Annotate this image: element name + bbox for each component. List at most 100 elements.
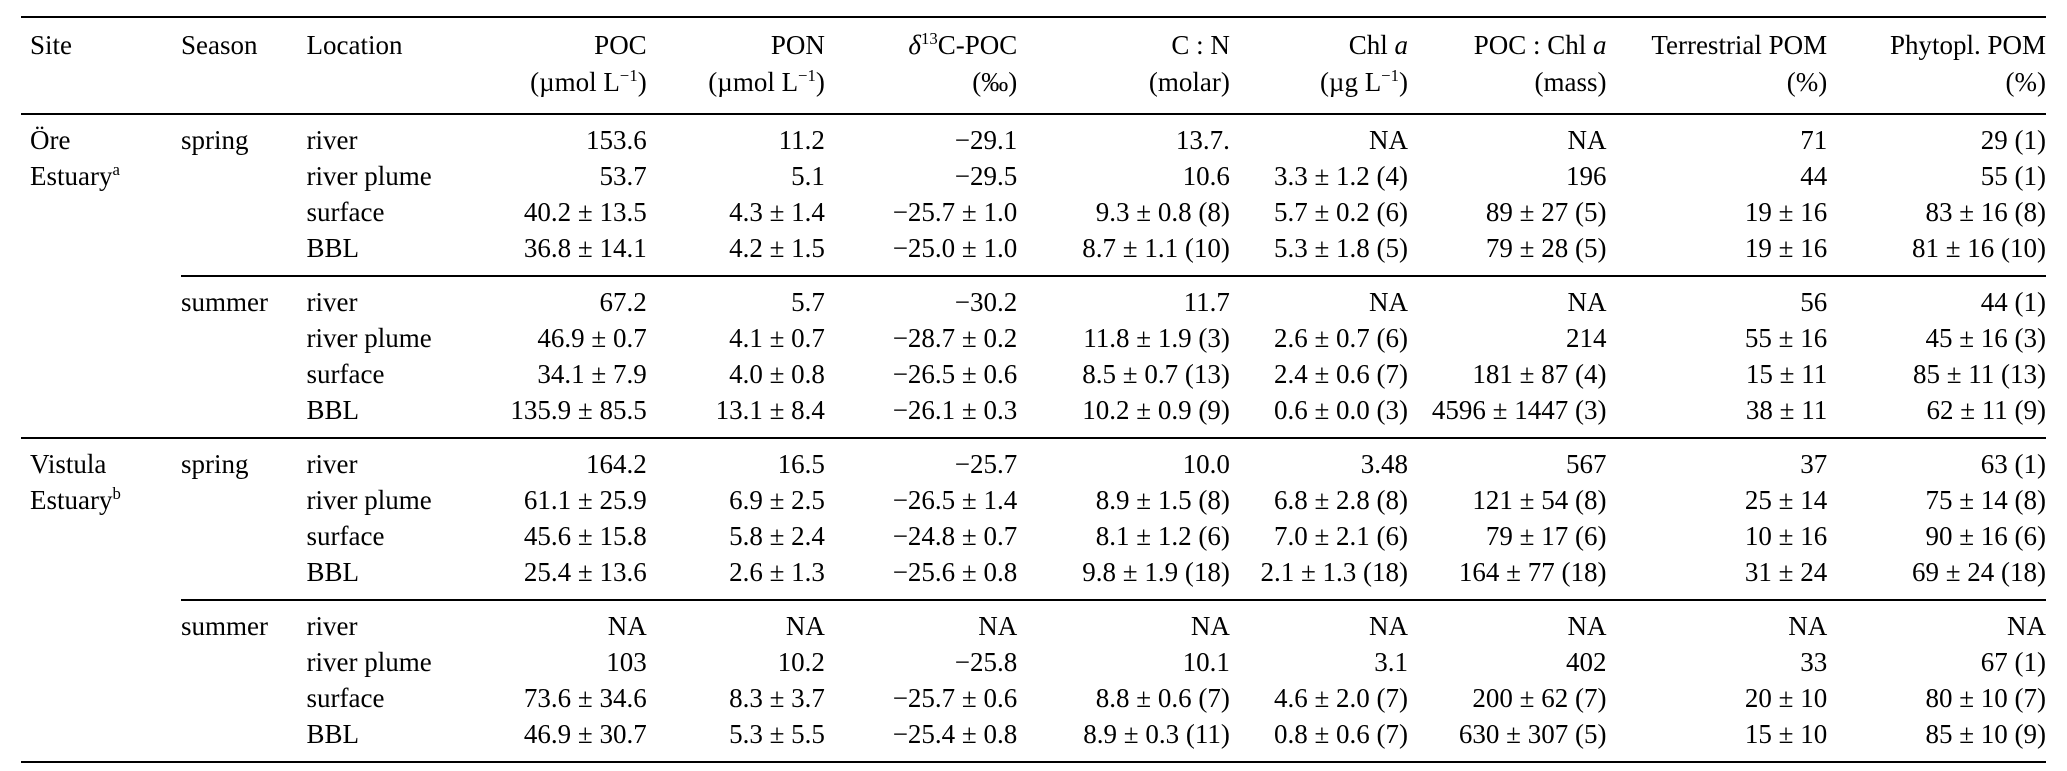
- value-cell: 10.2 ± 0.9 (9): [1082, 395, 1230, 425]
- value-cell: 79 ± 28 (5): [1485, 233, 1607, 263]
- value-cell: 196: [1565, 161, 1607, 191]
- value-cell: 10.0: [1017, 437, 1230, 482]
- site-cell: Öre Estuarya: [21, 114, 181, 438]
- column-header: Location: [306, 17, 481, 115]
- value-cell: 567: [1408, 437, 1607, 482]
- value-cell: NA: [1408, 275, 1607, 320]
- column-unit: [30, 64, 181, 101]
- value-cell: NA: [1827, 599, 2046, 644]
- site-block: Vistula Estuaryb spring river 164.2 16.5 −25.7…: [21, 437, 2046, 762]
- season-cell: spring: [180, 125, 249, 155]
- site-name-line: Estuarya: [30, 160, 120, 191]
- value-cell: 2.6 ± 1.3: [729, 557, 825, 587]
- table-row: Vistula Estuaryb spring river 164.2 16.5 −25.7…: [21, 437, 2046, 762]
- value-cell: 8.8 ± 0.6 (7): [1095, 683, 1230, 713]
- value-cell: 4.2 ± 1.5: [729, 233, 825, 263]
- value-cell: −29.1: [954, 125, 1018, 155]
- value-cell: NA: [1567, 125, 1607, 155]
- column-unit: (%): [1786, 67, 1828, 97]
- value-cell: 80 ± 10 (7): [1925, 683, 2046, 713]
- value-cell: 55 (1): [1980, 161, 2046, 191]
- value-cell: 6.9 ± 2.5: [729, 485, 825, 515]
- value-cell: −25.7: [824, 437, 1018, 482]
- column-unit: (molar): [1148, 67, 1230, 97]
- value-cell: 61.1 ± 25.9: [523, 485, 647, 515]
- location-cell: river: [306, 125, 358, 155]
- value-cell: 8.1 ± 1.2 (6): [1095, 521, 1230, 551]
- value-cell: 75 ± 14 (8): [1925, 485, 2046, 515]
- value-cell: 164.2: [480, 437, 647, 482]
- value-cell: 34.1 ± 7.9: [537, 359, 647, 389]
- table-row: surface 40.2 ± 13.5 4.3 ± 1.4 −25.7 ± 1.0 9.…: [21, 194, 2046, 230]
- value-cell: 8.3 ± 3.7: [729, 683, 825, 713]
- value-cell: 181 ± 87 (4): [1472, 359, 1607, 389]
- site-name-line: Öre: [30, 125, 71, 155]
- value-cell: 4.3 ± 1.4: [729, 197, 825, 227]
- table-row: BBL 135.9 ± 85.5 13.1 ± 8.4 −26.1 ± 0.3 10.2…: [21, 392, 2046, 438]
- site-cell: Vistula Estuaryb: [21, 437, 181, 762]
- column-header: Chl a (µg L−1): [1229, 17, 1409, 115]
- value-cell: 40.2 ± 13.5: [523, 197, 647, 227]
- value-cell: 0.6 ± 0.0 (3): [1273, 395, 1409, 425]
- table-row: river plume 53.7 5.1 −29.5 10.6 3.3 ± 1.2 (4)…: [21, 158, 2046, 194]
- column-unit: (µmol L−1): [530, 66, 647, 97]
- location-cell: BBL: [306, 719, 360, 749]
- value-cell: 89 ± 27 (5): [1485, 197, 1607, 227]
- value-cell: 103: [606, 647, 647, 677]
- value-cell: 85 ± 10 (9): [1925, 719, 2046, 749]
- value-cell: −28.7 ± 0.2: [892, 323, 1018, 353]
- value-cell: 15 ± 10: [1744, 719, 1828, 749]
- value-cell: 19 ± 16: [1744, 197, 1828, 227]
- column-label: Phytopl. POM: [1889, 30, 2046, 60]
- value-cell: −26.5 ± 0.6: [892, 359, 1018, 389]
- value-cell: 9.3 ± 0.8 (8): [1095, 197, 1230, 227]
- value-cell: 3.1: [1374, 647, 1409, 677]
- value-cell: −24.8 ± 0.7: [892, 521, 1018, 551]
- value-cell: 73.6 ± 34.6: [523, 683, 647, 713]
- column-header: POC (µmol L−1): [480, 17, 647, 115]
- value-cell: 44: [1800, 161, 1828, 191]
- value-cell: 4.1 ± 0.7: [729, 323, 825, 353]
- value-cell: 6.8 ± 2.8 (8): [1273, 485, 1409, 515]
- value-cell: 2.6 ± 0.7 (6): [1273, 323, 1409, 353]
- value-cell: 67.2: [480, 275, 647, 320]
- value-cell: NA: [1369, 125, 1409, 155]
- column-label: Chl a: [1348, 30, 1409, 60]
- table-row: summer river NA NA NA NA NA NA NA NA: [21, 599, 2046, 762]
- value-cell: NA: [1606, 599, 1828, 644]
- value-cell: 29 (1): [1980, 125, 2046, 155]
- location-cell: river plume: [306, 323, 432, 353]
- value-cell: 25.4 ± 13.6: [523, 557, 647, 587]
- column-label: POC : Chl a: [1473, 30, 1607, 60]
- value-cell: 8.9 ± 1.5 (8): [1095, 485, 1230, 515]
- value-cell: 83 ± 16 (8): [1925, 197, 2046, 227]
- location-cell: surface: [306, 521, 385, 551]
- value-cell: 44 (1): [1827, 275, 2046, 320]
- location-cell: river: [306, 275, 481, 320]
- location-cell: surface: [306, 359, 385, 389]
- value-cell: 3.48: [1229, 437, 1409, 482]
- value-cell: NA: [646, 599, 825, 644]
- column-header: δ13C-POC (‰): [824, 17, 1018, 115]
- header-row: Site Season Location POC (µmol L−1) PON (µm…: [21, 17, 2046, 115]
- column-header: Site: [21, 17, 181, 115]
- value-cell: 71: [1800, 125, 1828, 155]
- location-cell: BBL: [306, 233, 360, 263]
- value-cell: 67 (1): [1980, 647, 2046, 677]
- value-cell: 53.7: [599, 161, 647, 191]
- table-row: summer river 67.2 5.7 −30.2 11.7 NA NA 56 44 (1): [21, 275, 2046, 438]
- table-row: BBL 36.8 ± 14.1 4.2 ± 1.5 −25.0 ± 1.0 8.7 ± …: [21, 230, 2046, 276]
- column-label: Terrestrial POM: [1651, 30, 1828, 60]
- season-cell: summer: [180, 275, 307, 438]
- column-unit: (%): [2005, 67, 2046, 97]
- value-cell: 0.8 ± 0.6 (7): [1273, 719, 1409, 749]
- column-label: Location: [306, 30, 403, 60]
- value-cell: 2.1 ± 1.3 (18): [1260, 557, 1409, 587]
- value-cell: 11.2: [778, 125, 825, 155]
- value-cell: 81 ± 16 (10): [1911, 233, 2046, 263]
- value-cell: 153.6: [585, 125, 647, 155]
- value-cell: 79 ± 17 (6): [1485, 521, 1607, 551]
- table-row: BBL 46.9 ± 30.7 5.3 ± 5.5 −25.4 ± 0.8 8.9 ± …: [21, 716, 2046, 762]
- table-row: surface 73.6 ± 34.6 8.3 ± 3.7 −25.7 ± 0.6 8.…: [21, 680, 2046, 716]
- value-cell: 5.3 ± 1.8 (5): [1273, 233, 1409, 263]
